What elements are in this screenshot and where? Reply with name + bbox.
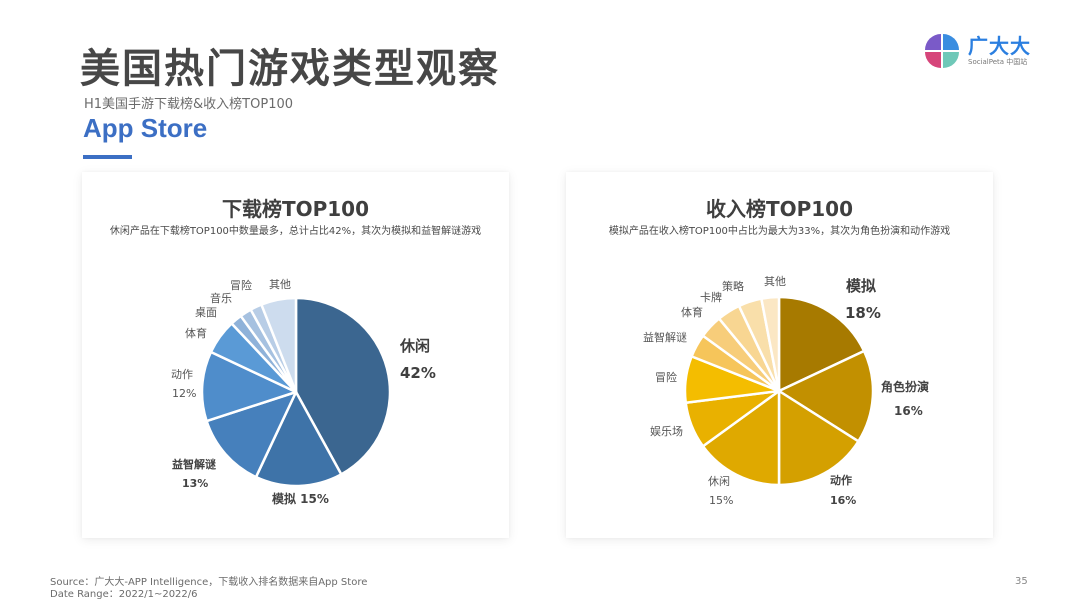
revenue-chart-description: 模拟产品在收入榜TOP100中占比为最大为33%，其次为角色扮演和动作游戏 [608, 226, 951, 237]
logo-mark-icon [925, 34, 959, 68]
logo-subtitle: SocialPeta 中国站 [968, 58, 1028, 66]
label-sim-pct: 18% [845, 304, 881, 322]
label-rpg: 角色扮演 [881, 380, 930, 394]
pie-slice-模拟 [254, 390, 343, 488]
pie-slice-角色扮演 [777, 349, 875, 443]
pie-slice-模拟 [777, 295, 866, 393]
label-action-pct: 12% [172, 387, 197, 400]
label-action: 动作 [830, 474, 852, 487]
page-number: 35 [1015, 576, 1028, 587]
label-action: 动作 [171, 368, 193, 381]
label-puzzle: 益智解谜 [172, 458, 216, 471]
date-range-text: Date Range：2022/1~2022/6 [50, 589, 198, 600]
download-chart-panel: 下载榜TOP100 休闲产品在下载榜TOP100中数量最多，总计占比42%，其次… [82, 172, 509, 538]
label-sports: 体育 [681, 306, 703, 319]
label-sports: 体育 [185, 327, 207, 340]
source-text: Source：广大大-APP Intelligence，下载收入排名数据来自Ap… [50, 577, 368, 588]
revenue-pie-chart [683, 295, 875, 487]
page-title: 美国热门游戏类型观察 [80, 46, 500, 92]
pie-slice-其他 [260, 296, 298, 394]
label-casual-pct: 15% [709, 494, 734, 507]
label-rpg-pct: 16% [894, 404, 923, 418]
label-strategy: 策略 [722, 280, 744, 293]
label-leisure-pct: 42% [400, 364, 436, 382]
label-puzzle-pct: 13% [182, 477, 209, 490]
title-underline [83, 155, 132, 159]
label-leisure: 休闲 [400, 337, 431, 355]
label-sim: 模拟 [846, 277, 877, 295]
brand-logo: 广大大 SocialPeta 中国站 [925, 34, 1035, 70]
label-action-pct: 16% [830, 494, 857, 507]
label-music: 音乐 [210, 292, 232, 305]
pie-slice-休闲 [701, 389, 781, 487]
pie-slice-益智解谜 [205, 390, 298, 479]
pie-slice-休闲 [294, 296, 392, 476]
label-casual: 休闲 [708, 475, 730, 488]
page-subtitle: H1美国手游下载榜&收入榜TOP100 [84, 97, 294, 112]
revenue-chart-title: 收入榜TOP100 [705, 197, 854, 221]
pie-slice-动作 [200, 350, 298, 423]
label-other: 其他 [764, 275, 786, 288]
label-adventure: 冒险 [655, 371, 677, 384]
label-card: 卡牌 [700, 291, 722, 304]
pie-slice-动作 [777, 389, 860, 487]
label-puzzle: 益智解谜 [643, 331, 687, 344]
download-chart-description: 休闲产品在下载榜TOP100中数量最多，总计占比42%，其次为模拟和益智解谜游戏 [109, 226, 482, 237]
pie-slice-其他 [760, 295, 781, 393]
revenue-chart-panel: 收入榜TOP100 模拟产品在收入榜TOP100中占比为最大为33%，其次为角色… [566, 172, 993, 538]
download-chart-title: 下载榜TOP100 [221, 197, 370, 221]
label-casino: 娱乐场 [650, 425, 683, 438]
store-title: App Store [83, 113, 208, 143]
footer-source: Source：广大大-APP Intelligence，下载收入排名数据来自Ap… [50, 577, 367, 601]
logo-name: 广大大 [968, 34, 1031, 58]
label-board: 桌面 [195, 306, 217, 319]
label-adventure: 冒险 [230, 279, 252, 292]
download-pie-chart [200, 296, 392, 488]
label-other: 其他 [269, 278, 291, 291]
label-sim: 模拟 15% [272, 492, 329, 506]
